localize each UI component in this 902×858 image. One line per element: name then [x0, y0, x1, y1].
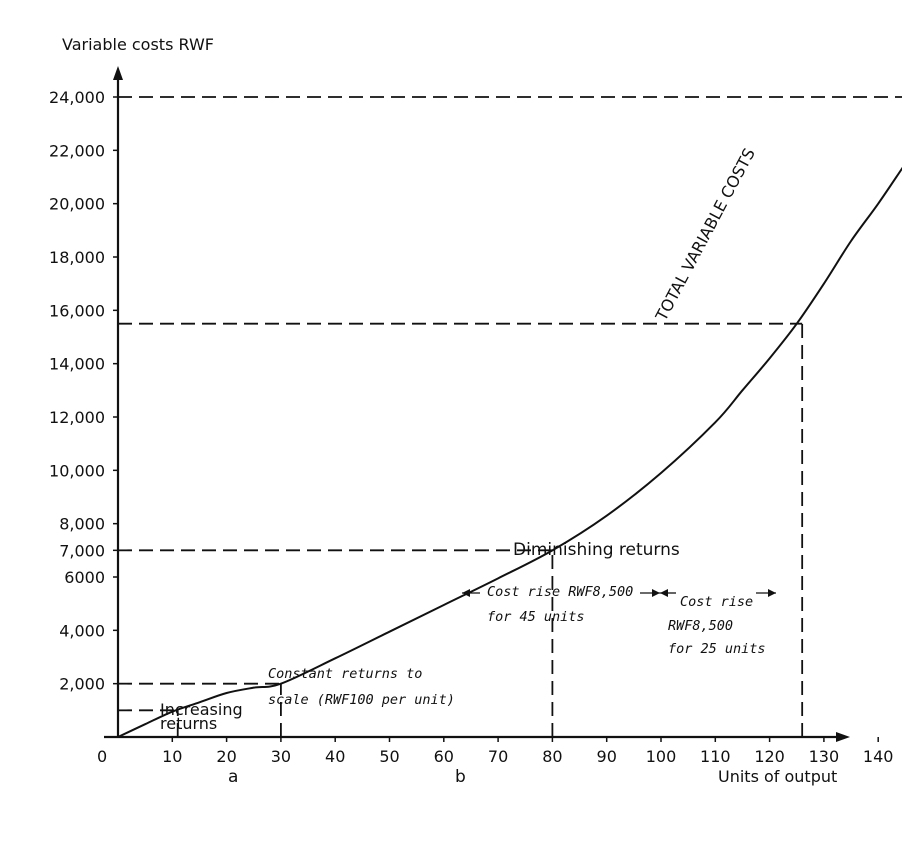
y-tick-labels: 2,000 4,000 6000 7,000 8,000 10,000 12,000 14,0…	[49, 88, 118, 694]
cost-rise-2-arrows	[660, 589, 776, 597]
origin-label: 0	[97, 747, 107, 766]
y-tick-label-12000: 12,000	[49, 408, 105, 427]
x-tick-label-10: 10	[162, 747, 182, 766]
y-tick-label-10000: 10,000	[49, 461, 105, 480]
x-axis-title: Units of output	[718, 767, 837, 786]
x-axis-arrow	[836, 732, 850, 742]
x-tick-label-130: 130	[809, 747, 840, 766]
cost-rise-2-line1: Cost rise	[680, 594, 753, 610]
series-line-total-variable-costs	[117, 166, 902, 738]
cost-rise-2-line3: for 25 units	[668, 641, 766, 657]
y-tick-label-16000: 16,000	[49, 301, 105, 320]
y-axis-arrow	[113, 66, 123, 80]
y-tick-label-22000: 22,000	[49, 141, 105, 160]
x-tick-label-40: 40	[325, 747, 345, 766]
y-axis-title: Variable costs RWF	[62, 35, 214, 54]
x-tick-label-100: 100	[646, 747, 677, 766]
constant-returns-line2: scale (RWF100 per unit)	[268, 692, 455, 708]
y-tick-label-24000: 24,000	[49, 88, 105, 107]
cost-rise-1-line1: Cost rise RWF8,500	[487, 584, 633, 600]
constant-returns-line1: Constant returns to	[268, 666, 422, 682]
x-tick-label-50: 50	[379, 747, 399, 766]
cost-rise-1-line2: for 45 units	[487, 609, 585, 625]
point-b-label: b	[455, 767, 466, 787]
x-tick-label-90: 90	[597, 747, 617, 766]
y-tick-label-8000: 8,000	[59, 515, 105, 534]
y-tick-label-6000: 6000	[64, 568, 105, 587]
y-tick-label-20000: 20,000	[49, 195, 105, 214]
svg-text:returns: returns	[160, 714, 217, 733]
y-tick-label-14000: 14,000	[49, 355, 105, 374]
x-tick-label-80: 80	[542, 747, 562, 766]
x-tick-label-20: 20	[216, 747, 236, 766]
x-tick-label-70: 70	[488, 747, 508, 766]
increasing-returns-label: Increasing returns	[160, 700, 243, 733]
x-tick-label-30: 30	[271, 747, 291, 766]
diminishing-returns-label: Diminishing returns	[513, 540, 680, 560]
y-tick-label-2000: 2,000	[59, 675, 105, 694]
reference-lines	[118, 96, 902, 737]
y-tick-label-7000: 7,000	[59, 541, 105, 560]
point-a-label: a	[228, 767, 238, 787]
y-tick-label-4000: 4,000	[59, 621, 105, 640]
svg-text:Increasing: Increasing	[160, 700, 243, 719]
cost-rise-2-line2: RWF8,500	[668, 618, 733, 634]
x-tick-label-120: 120	[754, 747, 785, 766]
x-tick-label-110: 110	[700, 747, 731, 766]
cost-rise-1-arrows	[462, 589, 660, 597]
series-label-total-variable-costs: TOTAL VARIABLE COSTS	[651, 145, 759, 325]
x-tick-label-140: 140	[863, 747, 894, 766]
x-tick-label-60: 60	[434, 747, 454, 766]
x-tick-labels: 102030405060708090100110120130140150	[162, 737, 894, 766]
y-tick-label-18000: 18,000	[49, 248, 105, 267]
